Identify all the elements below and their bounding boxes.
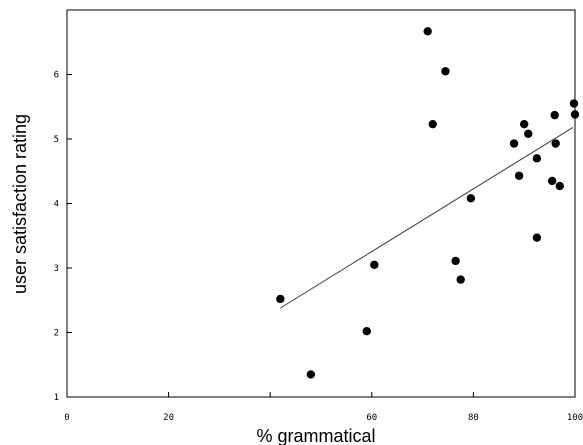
data-point-22: [570, 110, 580, 119]
data-point-12: [514, 171, 524, 180]
data-point-1: [276, 294, 285, 304]
data-point-20: [555, 181, 564, 191]
x-axis-ticks: [66, 392, 576, 397]
y-axis-ticks: [67, 74, 72, 398]
data-point-13: [520, 119, 529, 129]
data-point-11: [509, 139, 519, 148]
trendline-group: [280, 126, 574, 309]
plot-area-frame: [66, 9, 576, 398]
y-tick-label-3: 3: [54, 264, 59, 274]
data-point-7: [441, 67, 450, 76]
data-point-8: [451, 256, 460, 266]
y-tick-label-6: 6: [54, 71, 59, 81]
y-axis-title: user satisfaction rating: [10, 114, 30, 294]
data-point-9: [456, 275, 465, 284]
x-axis-tick-labels: 0 20 60 80 100: [64, 413, 583, 423]
trendline: [280, 126, 574, 309]
data-point-5: [423, 27, 432, 36]
x-tick-label-0: 0: [64, 413, 69, 423]
x-tick-label-20: 20: [163, 413, 174, 423]
data-point-17: [547, 176, 557, 186]
y-tick-label-2: 2: [54, 329, 59, 339]
data-point-3: [362, 327, 371, 336]
x-tick-label-100: 100: [567, 413, 583, 423]
data-point-10: [466, 194, 476, 203]
data-points: [276, 27, 580, 379]
data-point-15: [532, 233, 542, 242]
x-tick-label-60: 60: [366, 413, 377, 423]
data-point-18: [550, 110, 559, 120]
y-axis-tick-labels: 1 2 3 4 5 6: [54, 71, 59, 404]
x-tick-label-80: 80: [468, 413, 479, 423]
data-point-2: [306, 370, 316, 379]
data-point-4: [370, 260, 379, 269]
y-tick-label-4: 4: [54, 200, 59, 210]
data-point-16: [532, 154, 542, 163]
data-point-21: [569, 99, 579, 108]
y-tick-label-5: 5: [54, 135, 59, 145]
data-point-6: [428, 119, 437, 129]
data-point-19: [551, 139, 560, 148]
data-point-14: [524, 129, 533, 139]
x-axis-title: % grammatical: [256, 426, 375, 445]
y-tick-label-1: 1: [54, 393, 59, 403]
